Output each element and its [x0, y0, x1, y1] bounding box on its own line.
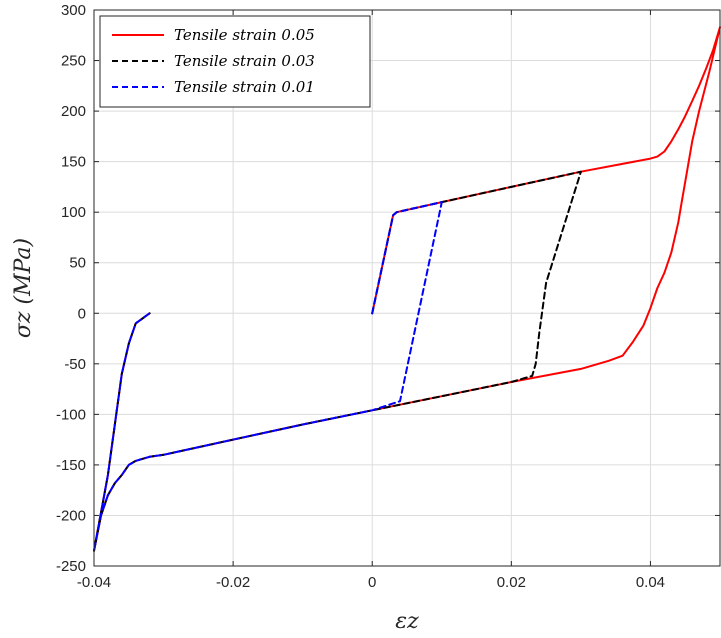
legend-label: Tensile strain 0.05 — [174, 26, 315, 44]
axes-box — [93, 9, 721, 567]
legend-label: Tensile strain 0.01 — [174, 78, 315, 96]
legend-label: Tensile strain 0.03 — [174, 52, 315, 70]
y-tick-label: 300 — [61, 2, 86, 19]
y-tick-label: 250 — [61, 53, 86, 70]
x-tick-label: -0.04 — [77, 574, 111, 591]
y-tick-label: 50 — [69, 255, 86, 272]
x-tick-label: 0.04 — [636, 574, 665, 591]
legend: Tensile strain 0.05 Tensile strain 0.03 Te… — [99, 15, 371, 108]
series-line-2 — [93, 201, 443, 552]
y-tick-label: 200 — [61, 103, 86, 120]
y-tick-label: 100 — [61, 204, 86, 221]
series-lines — [93, 26, 721, 552]
y-tick-label: -50 — [64, 356, 86, 373]
y-tick-label: 150 — [61, 154, 86, 171]
tick-labels: -0.04 -0.02 0 0.02 0.04 -250 -200 -150 -100 -50 0 5… — [56, 2, 720, 591]
y-axis-label: σz (MPa) — [11, 238, 36, 338]
grid — [93, 9, 720, 567]
y-tick-label: -250 — [56, 558, 86, 575]
x-tick-label: 0 — [368, 574, 376, 591]
y-tick-label: -150 — [56, 457, 86, 474]
x-tick-label: 0.02 — [497, 574, 526, 591]
x-tick-label: -0.02 — [216, 574, 250, 591]
y-tick-label: -100 — [56, 406, 86, 423]
y-tick-label: -200 — [56, 507, 86, 524]
x-axis-label: εz — [395, 609, 419, 634]
y-tick-label: 0 — [78, 305, 86, 322]
